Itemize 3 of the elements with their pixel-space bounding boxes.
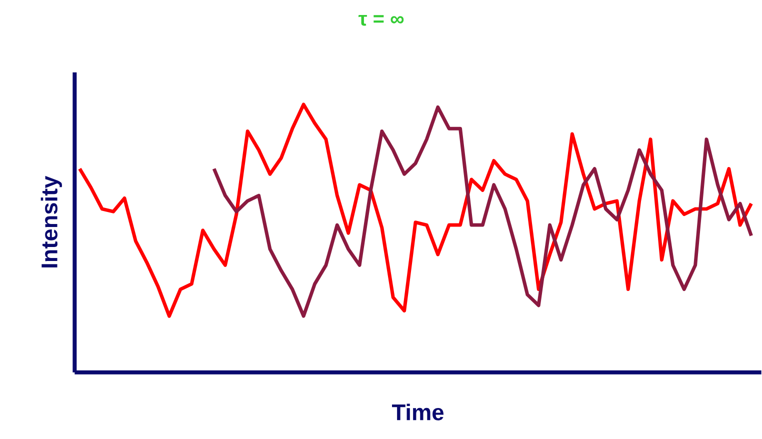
y-axis-title: Intensity (40, 176, 62, 268)
chart-title: τ = ∞ (358, 14, 404, 26)
x-axis-title: Time (392, 404, 444, 420)
